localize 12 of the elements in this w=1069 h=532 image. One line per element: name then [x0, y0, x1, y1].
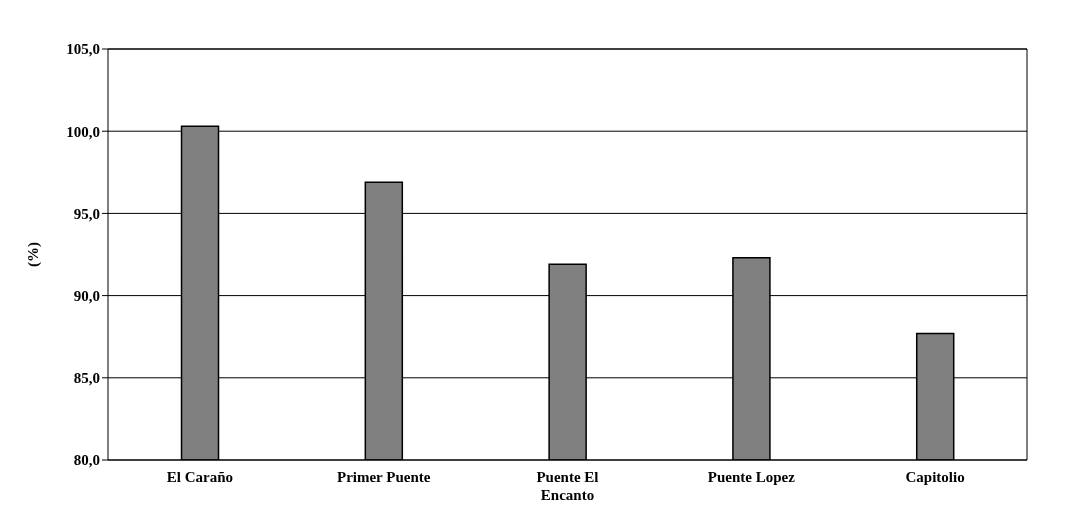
x-tick-label: Capitolio: [905, 469, 965, 485]
y-tick-label: 95,0: [73, 205, 100, 222]
y-axis-title: (%): [25, 242, 43, 267]
x-tick-label: Puente El Encanto: [536, 469, 599, 503]
y-tick-label: 100,0: [66, 123, 100, 140]
y-tick-label: 80,0: [73, 452, 100, 469]
y-tick-label: 90,0: [73, 287, 100, 304]
y-tick-label: 85,0: [73, 370, 100, 387]
y-tick-label: 105,0: [66, 41, 100, 58]
x-tick-label: El Caraño: [166, 469, 234, 485]
x-tick-label: Puente Lopez: [707, 469, 796, 485]
x-tick-label: Primer Puente: [336, 469, 431, 485]
